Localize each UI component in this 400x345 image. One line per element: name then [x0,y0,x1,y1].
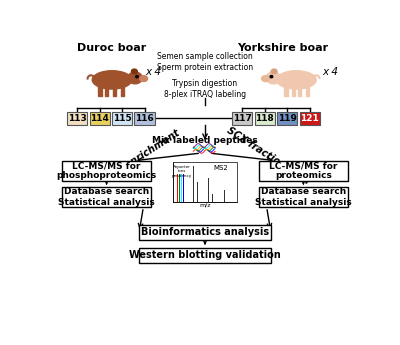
Ellipse shape [128,72,142,84]
Bar [121,87,124,96]
Text: Mix labeled peptides: Mix labeled peptides [152,136,258,145]
FancyBboxPatch shape [139,225,271,240]
Bar [98,87,102,96]
FancyBboxPatch shape [112,112,132,125]
FancyBboxPatch shape [232,112,252,125]
Text: Duroc boar: Duroc boar [77,43,147,53]
Ellipse shape [132,69,137,74]
Text: x 4: x 4 [322,67,338,77]
FancyBboxPatch shape [300,112,320,125]
Text: 119: 119 [278,114,296,123]
Text: LC-MS/MS for
phosphoproteomics: LC-MS/MS for phosphoproteomics [56,161,157,180]
FancyBboxPatch shape [90,112,110,125]
Text: 117: 117 [233,114,252,123]
Text: 114: 114 [90,114,109,123]
FancyBboxPatch shape [277,112,297,125]
Bar [105,87,108,96]
Text: SCX fractionation: SCX fractionation [225,126,312,187]
Text: x 4: x 4 [145,67,161,77]
FancyBboxPatch shape [67,112,87,125]
Text: LC-MS/MS for
proteomics: LC-MS/MS for proteomics [269,161,338,180]
Circle shape [136,76,138,78]
Bar [113,87,116,96]
Ellipse shape [266,72,281,84]
FancyBboxPatch shape [255,112,275,125]
Text: 113: 113 [68,114,86,123]
Bar [306,87,309,96]
FancyBboxPatch shape [259,161,348,181]
Ellipse shape [92,71,132,89]
Text: Database search
Statistical analysis: Database search Statistical analysis [255,187,352,207]
Text: TiO₂ enrichment: TiO₂ enrichment [102,128,181,185]
FancyBboxPatch shape [134,112,155,125]
Text: Semen sample collection
Sperm protein extraction: Semen sample collection Sperm protein ex… [157,52,253,72]
FancyBboxPatch shape [139,248,271,263]
Circle shape [270,76,273,78]
Text: Bioinformatics analysis: Bioinformatics analysis [141,227,269,237]
Ellipse shape [262,76,270,81]
Text: Database search
Statistical analysis: Database search Statistical analysis [58,187,155,207]
FancyBboxPatch shape [62,187,151,207]
Ellipse shape [271,69,277,74]
FancyBboxPatch shape [259,187,348,207]
Text: 116: 116 [135,114,154,123]
Text: Trypsin digestion
8-plex iTRAQ labeling: Trypsin digestion 8-plex iTRAQ labeling [164,79,246,99]
Text: Yorkshire boar: Yorkshire boar [237,43,328,53]
Text: Western blotting validation: Western blotting validation [129,250,281,260]
Text: 121: 121 [300,114,319,123]
Bar [284,87,288,96]
Ellipse shape [277,71,316,89]
Bar [292,87,295,96]
FancyBboxPatch shape [62,161,151,181]
Text: 115: 115 [113,114,132,123]
Text: 118: 118 [255,114,274,123]
Ellipse shape [140,76,148,81]
Bar [298,87,301,96]
